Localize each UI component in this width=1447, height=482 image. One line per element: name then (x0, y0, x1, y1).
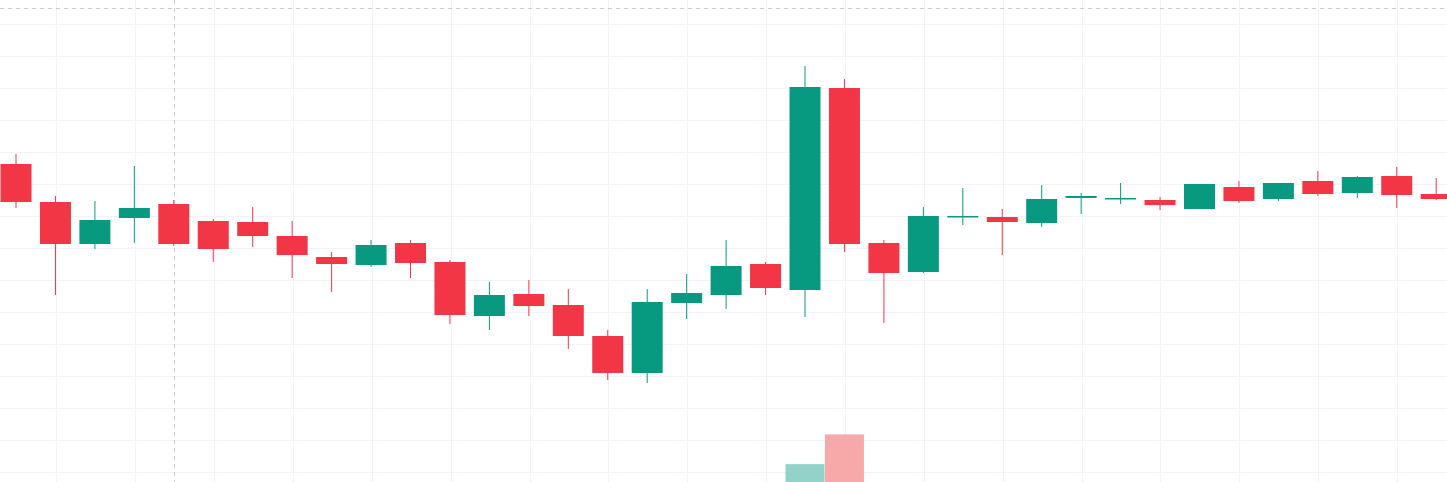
candle (1381, 167, 1413, 208)
candle-body (1341, 177, 1373, 193)
candle-body (1065, 196, 1097, 198)
candle (395, 240, 426, 278)
candle (197, 219, 229, 262)
candle-body (631, 302, 663, 373)
candle-body (710, 266, 742, 295)
candle (750, 262, 782, 295)
candle (118, 166, 150, 243)
candle-body (513, 294, 545, 306)
candle (39, 196, 71, 295)
candle (1302, 171, 1334, 196)
candle-body (1223, 187, 1255, 201)
candle (710, 240, 742, 309)
candle (79, 201, 111, 249)
candle (513, 280, 545, 316)
candle-body (1262, 183, 1294, 199)
candle-body (79, 220, 111, 244)
candle-body (158, 204, 190, 244)
candle-body (118, 208, 150, 218)
candle (1341, 176, 1373, 198)
candle-body (316, 257, 348, 264)
candle (947, 188, 979, 225)
candles (0, 66, 1447, 383)
candle (631, 289, 663, 383)
candle (1184, 184, 1215, 209)
candle-body (237, 222, 269, 236)
candle (552, 289, 584, 349)
candle (237, 207, 269, 247)
candle (355, 240, 387, 267)
candle (1262, 183, 1294, 201)
candle (316, 252, 348, 292)
candle-body (197, 221, 229, 249)
candle-body (907, 216, 939, 272)
volume-bar (785, 464, 825, 482)
candle-body (1144, 200, 1176, 205)
candle-body (986, 217, 1018, 222)
candle-body (1420, 194, 1447, 199)
candle-body (828, 88, 860, 244)
candle-body (1302, 181, 1334, 194)
candle-body (39, 202, 71, 244)
volume-bar (824, 434, 864, 482)
candle (828, 79, 860, 252)
candle-body (868, 243, 900, 273)
candle (592, 330, 624, 380)
candle (789, 66, 821, 317)
candle-body (0, 164, 32, 202)
candle (276, 221, 308, 278)
candle-body (355, 245, 387, 265)
candle (1105, 183, 1137, 204)
candle-body (552, 305, 584, 336)
candle (1026, 185, 1058, 227)
candle (907, 207, 939, 273)
candle (1065, 193, 1097, 214)
candle-body (789, 87, 821, 290)
candle (868, 240, 900, 323)
candle-body (473, 295, 505, 316)
candle-body (1105, 198, 1137, 200)
candle-body (1381, 176, 1413, 195)
candle-body (750, 264, 782, 288)
candle-body (1026, 199, 1058, 223)
candle-body (276, 236, 308, 255)
candle-body (434, 262, 466, 315)
candle-body (947, 216, 979, 218)
candle-body (1184, 184, 1215, 209)
candle-body (592, 336, 624, 373)
candle (986, 209, 1018, 255)
candle (1223, 181, 1255, 203)
candle (158, 200, 190, 246)
candle (1420, 178, 1447, 200)
candle (473, 282, 505, 330)
candle (671, 274, 703, 319)
candle (1144, 197, 1176, 210)
candle-body (671, 293, 703, 303)
candle (434, 260, 466, 324)
volume-bars (785, 434, 864, 482)
candle (0, 154, 32, 208)
candle-body (395, 243, 426, 263)
